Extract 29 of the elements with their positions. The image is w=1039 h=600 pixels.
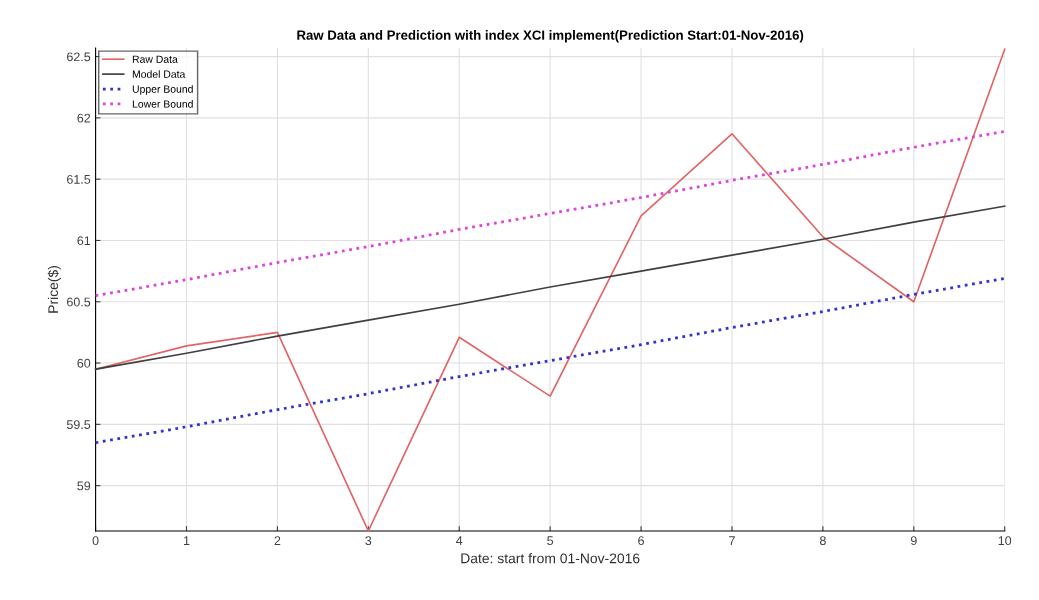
x-tick-label: 1 bbox=[183, 536, 190, 545]
line-series bbox=[94, 129, 1007, 298]
legend-label: Model Data bbox=[132, 70, 186, 78]
y-tick-label: 60.5 bbox=[67, 297, 91, 307]
y-tick-label: 59 bbox=[77, 481, 91, 491]
x-tick-label: 4 bbox=[456, 536, 463, 545]
legend-label: Upper Bound bbox=[132, 85, 193, 95]
x-tick-label: 2 bbox=[274, 536, 281, 545]
x-tick-label: 9 bbox=[910, 536, 917, 546]
y-tick-label: 59.5 bbox=[66, 420, 91, 429]
legend-label: Raw Data bbox=[132, 55, 178, 63]
x-tick-label: 5 bbox=[547, 536, 554, 546]
line-series bbox=[94, 205, 1006, 371]
x-tick-label: 0 bbox=[92, 536, 99, 546]
x-tick-label: 8 bbox=[819, 536, 826, 546]
y-tick-label: 60 bbox=[77, 358, 91, 368]
y-axis-title: Price($) bbox=[47, 266, 61, 313]
y-tick-label: 61 bbox=[77, 236, 91, 246]
chart-title: Raw Data and Prediction with index XCI implement(Prediction Start:01-Nov-2016) bbox=[297, 30, 804, 43]
legend-label: Lower Bound bbox=[132, 100, 193, 108]
x-axis-title: Date: start from 01-Nov-2016 bbox=[461, 553, 640, 564]
x-tick-label: 3 bbox=[365, 536, 372, 546]
x-tick-label: 6 bbox=[638, 536, 644, 546]
line-series bbox=[94, 277, 1007, 445]
y-tick-label: 62 bbox=[77, 113, 91, 123]
y-tick-label: 62.5 bbox=[67, 52, 91, 62]
x-tick-label: 10 bbox=[998, 536, 1012, 546]
y-tick-label: 61.5 bbox=[67, 174, 91, 184]
x-tick-label: 7 bbox=[729, 536, 735, 545]
